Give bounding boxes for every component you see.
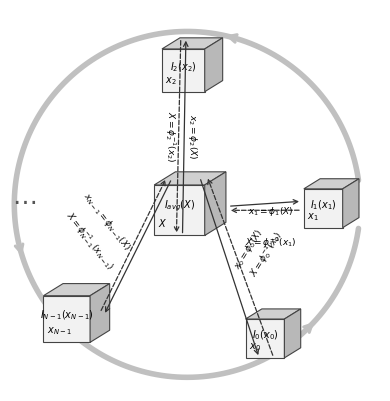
Text: $I_{avg}(X)$: $I_{avg}(X)$ bbox=[164, 199, 195, 213]
Text: $X$: $X$ bbox=[158, 217, 168, 229]
Polygon shape bbox=[90, 284, 110, 342]
Text: $x_2$: $x_2$ bbox=[165, 75, 177, 87]
Polygon shape bbox=[284, 309, 301, 358]
Polygon shape bbox=[304, 179, 359, 189]
Polygon shape bbox=[154, 185, 205, 235]
Polygon shape bbox=[162, 38, 223, 49]
Text: $x_{N-1}$: $x_{N-1}$ bbox=[47, 325, 72, 337]
Polygon shape bbox=[43, 284, 110, 296]
Text: $X = \phi_2^{-1}(x_2)$: $X = \phi_2^{-1}(x_2)$ bbox=[163, 111, 177, 162]
Polygon shape bbox=[43, 296, 90, 342]
Text: $x_0$: $x_0$ bbox=[249, 341, 261, 353]
Text: $X = \phi_0^{-1}(x_0)$: $X = \phi_0^{-1}(x_0)$ bbox=[246, 229, 286, 280]
Text: $I_0(x_0)$: $I_0(x_0)$ bbox=[252, 328, 278, 342]
Polygon shape bbox=[162, 49, 205, 92]
Text: $I_1(x_1)$: $I_1(x_1)$ bbox=[310, 198, 337, 212]
Text: $I_2(x_2)$: $I_2(x_2)$ bbox=[170, 60, 197, 74]
Polygon shape bbox=[304, 189, 343, 228]
Text: $x_0 = \phi_0(X)$: $x_0 = \phi_0(X)$ bbox=[231, 227, 267, 272]
Polygon shape bbox=[246, 319, 284, 358]
Text: $x_2 = \phi_2(X)$: $x_2 = \phi_2(X)$ bbox=[186, 113, 199, 159]
Polygon shape bbox=[343, 179, 359, 228]
Text: $I_{N-1}(x_{N-1})$: $I_{N-1}(x_{N-1})$ bbox=[40, 308, 94, 322]
Text: $x_1$: $x_1$ bbox=[307, 211, 319, 223]
Text: $\cdots$: $\cdots$ bbox=[12, 188, 36, 213]
Polygon shape bbox=[246, 309, 301, 319]
Polygon shape bbox=[154, 172, 226, 185]
Text: $X = \phi_{N-1}^{-1}(x_{N-1})$: $X = \phi_{N-1}^{-1}(x_{N-1})$ bbox=[62, 209, 117, 273]
Polygon shape bbox=[205, 172, 226, 235]
Text: $x_{N-1} = \phi_{N-1}(X)$: $x_{N-1} = \phi_{N-1}(X)$ bbox=[80, 190, 134, 253]
Text: $x_1 = \phi_1(X)$: $x_1 = \phi_1(X)$ bbox=[248, 205, 294, 218]
Polygon shape bbox=[205, 38, 223, 92]
Text: $X = \phi_1^{-1}(x_1)$: $X = \phi_1^{-1}(x_1)$ bbox=[245, 235, 296, 250]
